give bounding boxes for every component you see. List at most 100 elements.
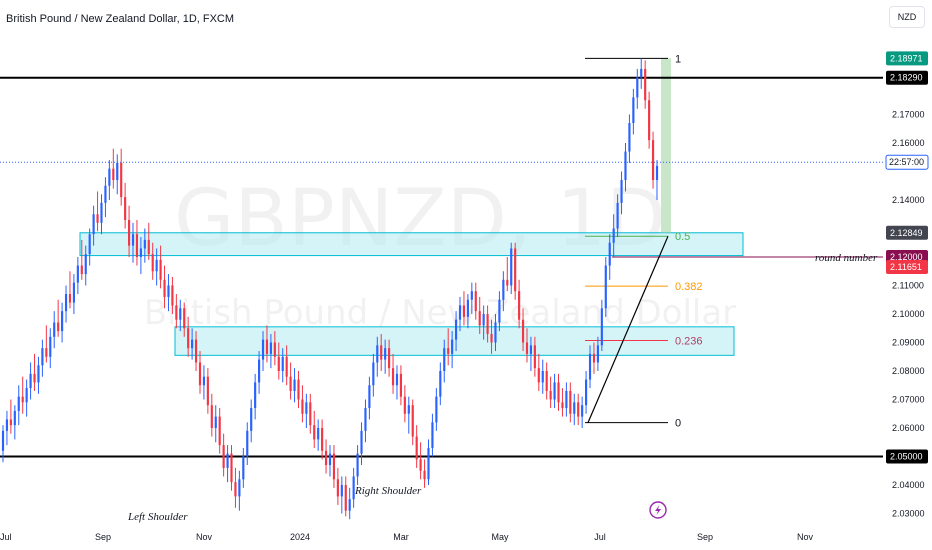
candle (328, 445, 332, 477)
candle (112, 148, 115, 189)
candle (521, 308, 525, 352)
candle (104, 177, 107, 218)
candle (585, 371, 588, 414)
candle (222, 433, 225, 477)
candle (135, 219, 139, 266)
candle (573, 393, 576, 426)
candle (569, 382, 572, 423)
price-tick-label: 2.07000 (892, 395, 925, 405)
candle (356, 445, 359, 485)
candle (309, 393, 312, 434)
candle (100, 194, 103, 235)
svg-text:2.18290: 2.18290 (890, 73, 923, 83)
candle (321, 419, 324, 460)
fib-label-0: 0 (675, 418, 681, 430)
candle (419, 442, 422, 480)
candle (33, 353, 36, 391)
candle (13, 405, 16, 440)
time-tick-label: Sep (95, 532, 111, 542)
fib-label-0.5: 0.5 (675, 231, 690, 243)
candle (518, 279, 521, 329)
candle (616, 194, 619, 238)
candle (273, 331, 276, 366)
candle (510, 242, 513, 295)
candle (395, 365, 399, 400)
candle (45, 325, 48, 363)
candle (265, 325, 269, 363)
candle (88, 228, 91, 266)
candle (648, 91, 651, 149)
candle (61, 302, 64, 343)
candle (96, 191, 99, 232)
annotation-left-shoulder: Left Shoulder (127, 511, 188, 523)
lightning-icon[interactable] (649, 501, 667, 519)
candle (305, 393, 308, 428)
candle (592, 342, 596, 374)
candle (348, 487, 351, 520)
candle (388, 339, 391, 377)
svg-text:2.12000: 2.12000 (890, 252, 923, 262)
drawings[interactable] (587, 235, 669, 423)
price-tag-4: 2.12849 (886, 225, 928, 240)
candle (384, 339, 387, 374)
price-tag-3: 22:57:00 (885, 154, 929, 170)
candle (435, 388, 438, 431)
price-axis[interactable]: 2.17000 2.16000 2.14000 2.11000 2.10000 2.090… (883, 0, 932, 550)
annotation-right-shoulder: Right Shoulder (354, 485, 422, 497)
candle (254, 373, 257, 420)
candle (171, 276, 174, 314)
candle (127, 205, 131, 257)
candle (632, 88, 635, 135)
candle (581, 396, 584, 428)
candle (246, 422, 249, 466)
candle (565, 382, 568, 417)
candle (187, 316, 190, 357)
time-tick-label: Nov (196, 532, 213, 542)
candle (427, 439, 430, 485)
candle (411, 399, 414, 446)
candle (250, 399, 253, 443)
candle (655, 160, 659, 200)
candle (191, 328, 194, 360)
candle (289, 362, 292, 400)
candle (372, 353, 375, 397)
candle (612, 214, 615, 257)
candle (147, 222, 150, 260)
candle (120, 148, 123, 206)
candle (64, 285, 68, 323)
candle (624, 143, 627, 192)
price-tick-label: 2.16000 (892, 138, 925, 148)
candle (482, 305, 485, 340)
candle (29, 362, 32, 400)
price-tick-label: 2.08000 (892, 366, 925, 376)
horizontal-lines (0, 76, 883, 458)
candle (293, 368, 296, 403)
time-axis[interactable]: Jul Sep Nov 2024 Mar May Jul Sep Nov (0, 528, 932, 550)
candle (53, 311, 56, 349)
trend-line (587, 235, 669, 423)
candle (277, 342, 280, 380)
time-tick-label: Jul (594, 532, 606, 542)
candle (41, 339, 44, 377)
zone-1 (79, 232, 744, 257)
candle (210, 393, 213, 437)
candle (198, 351, 202, 394)
candle (340, 476, 343, 514)
candle (651, 131, 655, 189)
fibonacci-retracement[interactable]: 1 0.5 0.382 0.236 0 (585, 53, 703, 430)
candle (124, 182, 127, 229)
candle (234, 467, 237, 508)
currency-button[interactable]: NZD (889, 6, 925, 28)
candle (486, 305, 489, 343)
candle (407, 396, 410, 434)
candle (297, 371, 300, 409)
candle (218, 408, 221, 454)
candle (498, 291, 501, 332)
svg-text:2.11651: 2.11651 (890, 262, 922, 272)
candle (167, 274, 170, 312)
price-tick-label: 2.10000 (892, 309, 925, 319)
candle (285, 345, 288, 386)
candle (1, 425, 5, 463)
candle (600, 299, 603, 352)
